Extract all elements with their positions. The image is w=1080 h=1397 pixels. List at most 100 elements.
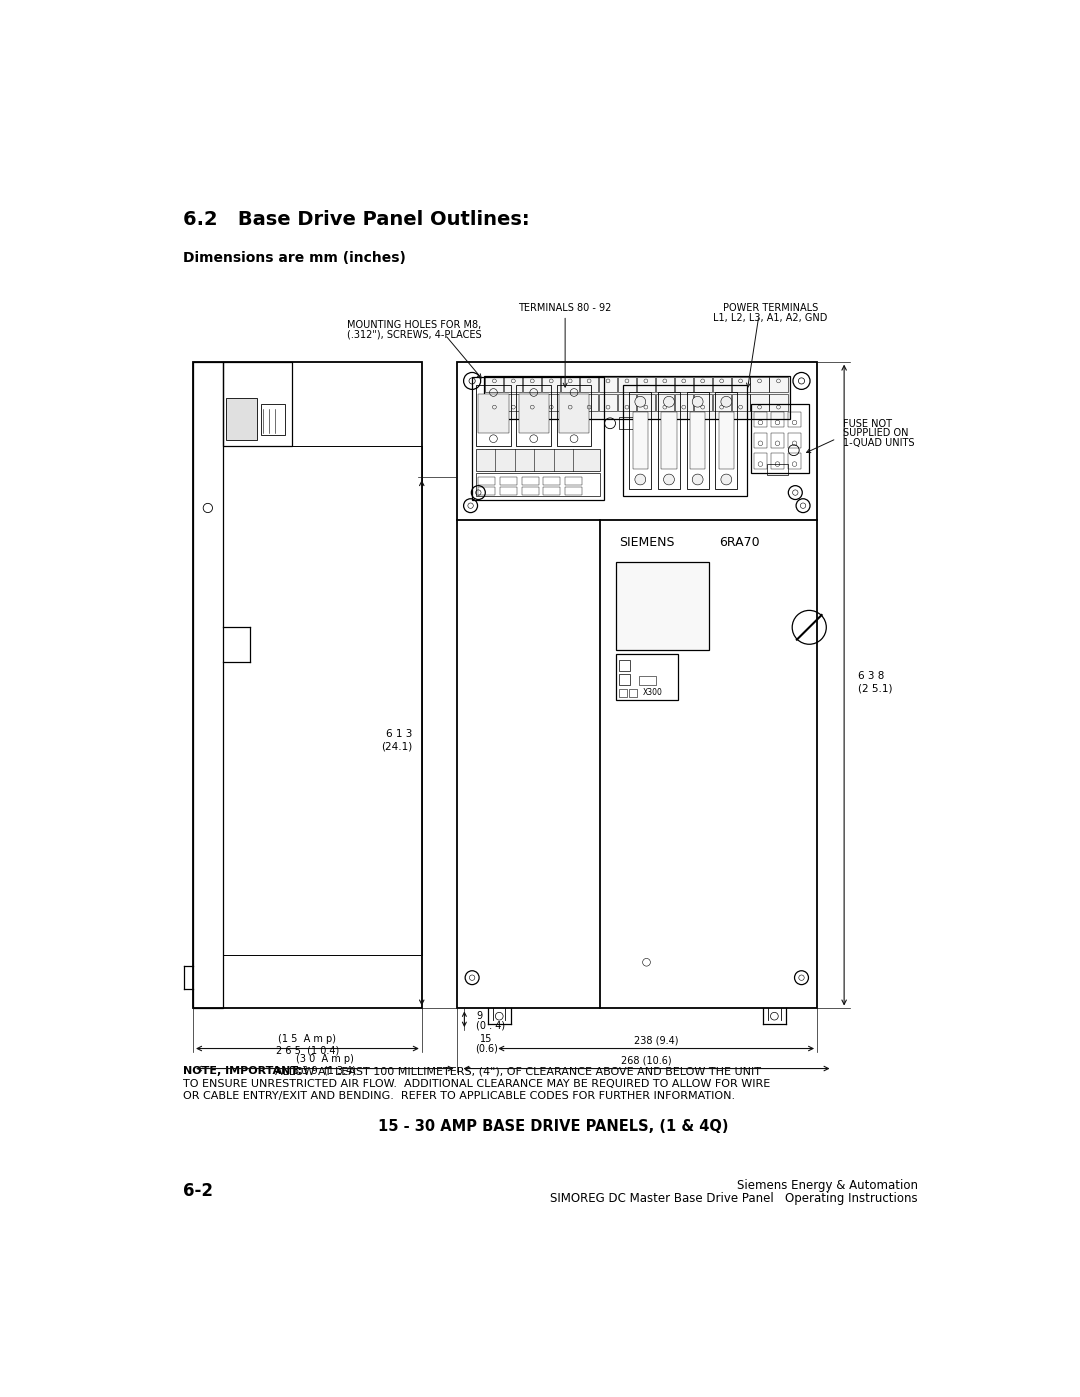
Bar <box>718 412 734 469</box>
Bar <box>769 394 787 411</box>
Bar <box>693 394 712 411</box>
Bar <box>656 394 674 411</box>
Bar <box>619 675 631 685</box>
Bar <box>675 377 693 393</box>
Bar <box>476 474 600 496</box>
Bar <box>543 488 561 495</box>
Bar <box>771 412 784 427</box>
Circle shape <box>721 474 732 485</box>
Text: (1 5  A m p): (1 5 A m p) <box>279 1034 337 1045</box>
Bar <box>616 562 708 651</box>
Bar <box>227 398 257 440</box>
Bar <box>543 478 561 485</box>
Text: Siemens Energy & Automation: Siemens Energy & Automation <box>737 1179 918 1192</box>
Bar <box>504 377 523 393</box>
Text: Dimensions are mm (inches): Dimensions are mm (inches) <box>183 250 406 264</box>
Bar <box>619 418 635 429</box>
Bar <box>751 394 769 411</box>
Bar <box>193 362 422 1009</box>
Bar <box>478 478 496 485</box>
Bar <box>518 394 549 433</box>
Bar <box>713 377 731 393</box>
Text: TO ENSURE UNRESTRICTED AIR FLOW.  ADDITIONAL CLEARANCE MAY BE REQUIRED TO ALLOW : TO ENSURE UNRESTRICTED AIR FLOW. ADDITIO… <box>183 1078 770 1088</box>
Bar <box>687 393 708 489</box>
Bar <box>788 412 800 427</box>
Text: OR CABLE ENTRY/EXIT AND BENDING.  REFER TO APPLICABLE CODES FOR FURTHER INFORMAT: OR CABLE ENTRY/EXIT AND BENDING. REFER T… <box>183 1091 735 1101</box>
Bar <box>484 376 789 419</box>
Bar <box>500 478 517 485</box>
Bar <box>504 394 523 411</box>
Text: TERMINALS 80 - 92: TERMINALS 80 - 92 <box>518 303 611 313</box>
Bar <box>715 393 738 489</box>
Bar <box>771 453 784 469</box>
Circle shape <box>663 474 674 485</box>
Text: NOTE, IMPORTANT:: NOTE, IMPORTANT: <box>183 1066 302 1076</box>
Bar <box>559 394 590 433</box>
Bar <box>472 377 604 500</box>
Bar <box>580 394 598 411</box>
Bar <box>658 393 679 489</box>
Circle shape <box>692 397 703 407</box>
Bar <box>522 478 539 485</box>
Bar <box>713 394 731 411</box>
Bar <box>476 384 511 447</box>
Bar <box>751 377 769 393</box>
Text: 6-2: 6-2 <box>183 1182 213 1200</box>
Bar <box>633 412 648 469</box>
Circle shape <box>635 474 646 485</box>
Bar <box>771 433 784 448</box>
Text: 238 (9.4): 238 (9.4) <box>634 1035 678 1046</box>
Bar <box>690 412 705 469</box>
Bar <box>754 453 767 469</box>
Bar <box>731 377 750 393</box>
Text: 1-QUAD UNITS: 1-QUAD UNITS <box>842 437 914 447</box>
Text: SUPPLIED ON: SUPPLIED ON <box>842 429 908 439</box>
Bar <box>767 464 788 475</box>
Bar <box>478 394 509 433</box>
Bar <box>542 377 561 393</box>
Bar <box>561 394 579 411</box>
Circle shape <box>635 397 646 407</box>
Text: 268 (10.6): 268 (10.6) <box>621 1056 672 1066</box>
Bar <box>457 362 816 1009</box>
Bar <box>731 394 750 411</box>
Circle shape <box>663 397 674 407</box>
Bar <box>630 393 651 489</box>
Bar <box>523 394 541 411</box>
Bar <box>476 450 600 471</box>
Text: SIMOREG DC Master Base Drive Panel   Operating Instructions: SIMOREG DC Master Base Drive Panel Opera… <box>550 1192 918 1206</box>
Text: SIEMENS: SIEMENS <box>619 536 674 549</box>
Text: MOUNTING HOLES FOR M8,: MOUNTING HOLES FOR M8, <box>347 320 481 330</box>
Text: 2 6 5  (1 0.4): 2 6 5 (1 0.4) <box>275 1045 339 1055</box>
Text: (0 . 4): (0 . 4) <box>476 1020 505 1031</box>
Text: 3 3 9  (1 3.4): 3 3 9 (1 3.4) <box>294 1065 356 1076</box>
Bar <box>222 447 422 954</box>
Bar <box>675 394 693 411</box>
Bar <box>599 394 617 411</box>
Bar <box>478 488 496 495</box>
Text: (0.6): (0.6) <box>474 1044 498 1053</box>
Bar <box>638 676 656 685</box>
Bar <box>565 478 582 485</box>
Bar <box>619 689 627 697</box>
Text: L1, L2, L3, A1, A2, GND: L1, L2, L3, A1, A2, GND <box>713 313 827 323</box>
Text: (.312"), SCREWS, 4-PLACES: (.312"), SCREWS, 4-PLACES <box>347 330 482 339</box>
Text: 15: 15 <box>480 1034 492 1045</box>
Bar <box>754 433 767 448</box>
Text: X300: X300 <box>643 689 663 697</box>
Bar <box>751 404 809 474</box>
Circle shape <box>721 397 732 407</box>
Circle shape <box>692 474 703 485</box>
Text: 6RA70: 6RA70 <box>719 536 760 549</box>
Bar <box>788 433 800 448</box>
Bar <box>485 394 503 411</box>
Bar <box>619 661 631 671</box>
Bar <box>616 654 677 700</box>
Bar <box>542 394 561 411</box>
Bar <box>754 412 767 427</box>
Bar <box>618 377 636 393</box>
Bar <box>599 377 617 393</box>
Bar <box>500 488 517 495</box>
Bar <box>661 412 677 469</box>
Bar <box>522 488 539 495</box>
